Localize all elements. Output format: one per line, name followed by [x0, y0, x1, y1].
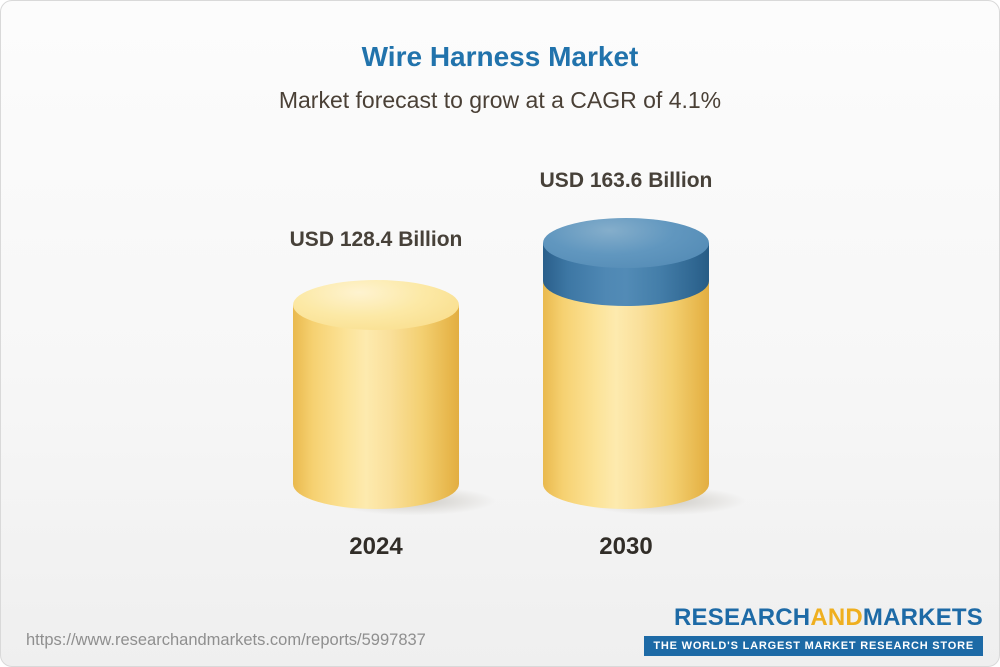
- plot-area: USD 128.4 Billion USD 163.6 Billion: [1, 1, 999, 519]
- cylinder-2024-body: [293, 305, 459, 509]
- logo-wordmark: RESEARCHANDMARKETS: [674, 604, 983, 632]
- cylinder-2030-top-ellipse: [543, 218, 709, 268]
- logo-word-research: RESEARCH: [674, 604, 811, 631]
- value-label-2024: USD 128.4 Billion: [289, 228, 463, 251]
- value-label-2030: USD 163.6 Billion: [539, 169, 713, 192]
- chart-subtitle: Market forecast to grow at a CAGR of 4.1…: [278, 87, 722, 113]
- chart-title: Wire Harness Market: [361, 41, 639, 72]
- research-and-markets-logo: RESEARCHANDMARKETS THE WORLD'S LARGEST M…: [644, 604, 983, 656]
- x-axis-label-2024: 2024: [349, 533, 403, 560]
- cylinder-2024-top-ellipse: [293, 280, 459, 330]
- cylinder-2030: [543, 218, 709, 509]
- x-axis-label-2030: 2030: [599, 533, 653, 560]
- logo-word-and: AND: [810, 604, 863, 631]
- cylinder-2024: [293, 280, 459, 509]
- logo-tagline: THE WORLD'S LARGEST MARKET RESEARCH STOR…: [644, 636, 983, 656]
- report-url: https://www.researchandmarkets.com/repor…: [26, 631, 426, 649]
- logo-word-markets: MARKETS: [862, 604, 983, 631]
